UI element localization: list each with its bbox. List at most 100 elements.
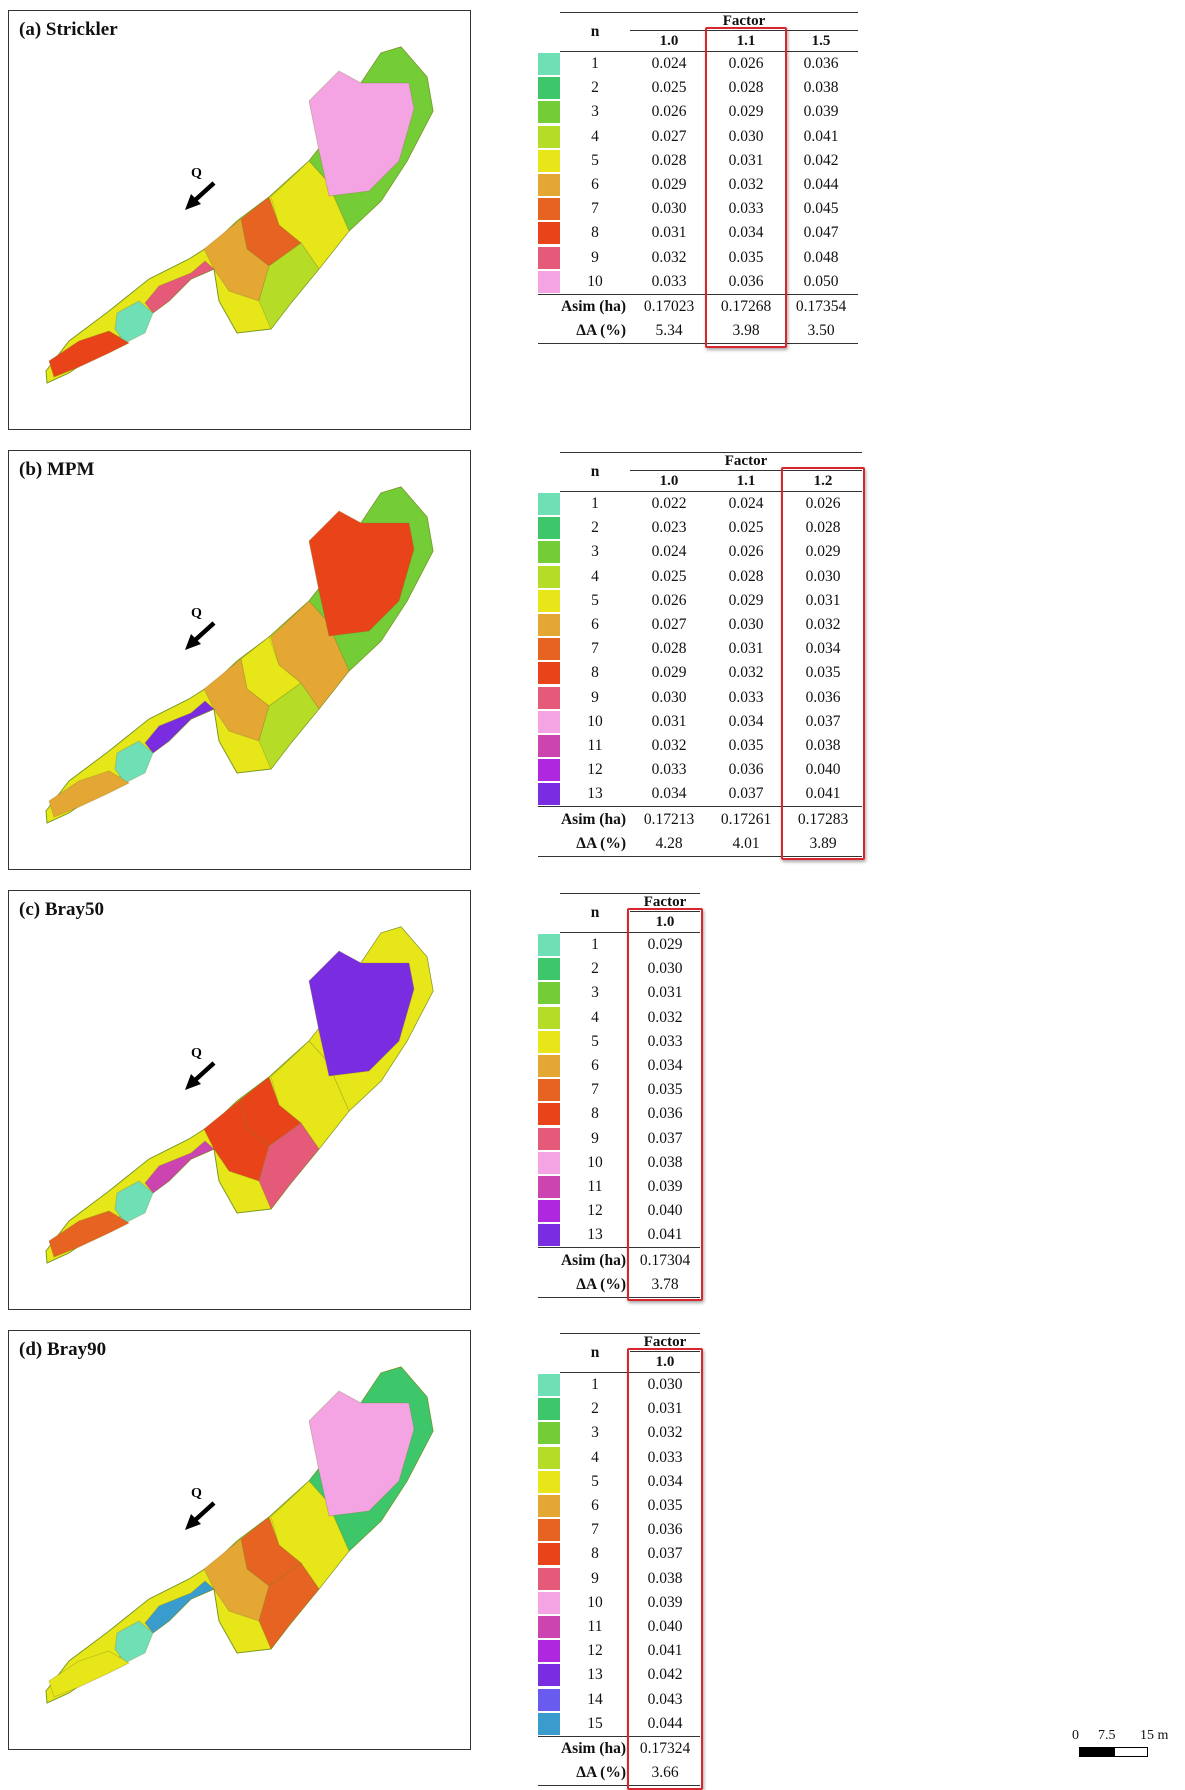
legend-swatch [538,933,560,956]
table-row: 13 0.042 [538,1663,700,1687]
legend-swatch [538,1567,560,1590]
legend-swatch [538,149,560,172]
manning-value: 0.035 [647,1497,683,1515]
manning-value: 0.029 [651,664,687,682]
table-row: 13 0.041 [538,1223,700,1248]
table-row: 3 0.024 0.026 0.029 [538,540,862,564]
map-zone [308,950,415,1077]
manning-value: 0.040 [805,761,841,779]
class-number: 6 [591,1497,599,1515]
factor-column-header: 1.1 [708,470,784,492]
map-panel-4: (d) Bray90 Q [8,1330,471,1750]
legend-swatch [538,77,560,100]
manning-value: 0.042 [803,151,839,169]
roughness-table-1: n Factor 1.0 1.1 1.5 1 0.024 0.026 0.036 2 0.025 0.… [538,12,858,345]
n-header: n [560,12,630,52]
manning-value: 0.033 [728,688,764,706]
map-zone [48,330,130,378]
map-zone [114,1180,154,1224]
legend-swatch [538,517,560,540]
legend-swatch [538,1398,560,1421]
legend-swatch [538,1055,560,1078]
manning-value: 0.034 [728,224,764,242]
manning-value: 0.048 [803,248,839,266]
flow-arrow-icon [185,181,216,210]
flow-arrow-icon [185,1061,216,1090]
legend-swatch [538,1446,560,1469]
manning-value: 0.036 [647,1105,683,1123]
asim-value: 0.17283 [784,806,862,832]
manning-value: 0.026 [651,103,687,121]
class-number: 1 [591,936,599,954]
table-row: 9 0.038 [538,1567,700,1591]
class-number: 9 [591,248,599,266]
class-number: 13 [587,1226,603,1244]
manning-value: 0.024 [651,55,687,73]
manning-value: 0.022 [651,495,687,513]
table-row: 6 0.029 0.032 0.044 [538,173,858,197]
class-number: 3 [591,984,599,1002]
class-number: 6 [591,1057,599,1075]
legend-swatch [538,1224,560,1247]
legend-swatch [538,1422,560,1445]
class-number: 9 [591,1129,599,1147]
manning-value: 0.044 [803,176,839,194]
class-number: 9 [591,688,599,706]
legend-swatch [538,270,560,293]
class-number: 10 [587,1153,603,1171]
manning-value: 0.028 [728,567,764,585]
table-row: 4 0.025 0.028 0.030 [538,565,862,589]
table-row: 10 0.038 [538,1151,700,1175]
table-row: 2 0.023 0.025 0.028 [538,516,862,540]
delta-area-value: 3.98 [708,319,784,345]
class-number: 3 [591,543,599,561]
class-number: 2 [591,960,599,978]
table-row: 9 0.030 0.033 0.036 [538,686,862,710]
delta-area-label: ΔA (%) [538,831,630,857]
selected-factor-highlight [781,466,865,861]
manning-value: 0.031 [728,640,764,658]
manning-value: 0.031 [651,224,687,242]
table-row: 11 0.039 [538,1175,700,1199]
manning-value: 0.044 [647,1714,683,1732]
manning-value: 0.025 [651,79,687,97]
legend-swatch [538,1543,560,1566]
legend-swatch [538,125,560,148]
river-map: Q [45,926,434,1264]
legend-swatch [538,1519,560,1542]
manning-value: 0.027 [651,616,687,634]
factor-column-header: 1.1 [708,30,784,52]
table-row: 8 0.031 0.034 0.047 [538,221,858,245]
manning-value: 0.026 [728,55,764,73]
class-number: 12 [587,1642,603,1660]
class-number: 2 [591,519,599,537]
table-row: 1 0.030 [538,1373,700,1398]
panel-title: (d) Bray90 [19,1339,107,1360]
legend-swatch [538,710,560,733]
class-number: 13 [587,1666,603,1684]
manning-value: 0.038 [647,1569,683,1587]
legend-swatch [538,246,560,269]
class-number: 12 [587,761,603,779]
manning-value: 0.037 [728,785,764,803]
flow-label: Q [191,166,202,181]
scale-bar-black [1079,1747,1114,1757]
delta-area-label: ΔA (%) [538,1272,630,1298]
manning-value: 0.050 [803,272,839,290]
map-panel-2: (b) MPM Q [8,450,471,870]
legend-swatch [538,492,560,515]
legend-swatch [538,1079,560,1102]
class-number: 4 [591,1008,599,1026]
manning-value: 0.041 [805,785,841,803]
manning-value: 0.035 [728,248,764,266]
flow-arrow-icon [185,621,216,650]
class-number: 15 [587,1714,603,1732]
manning-value: 0.033 [728,200,764,218]
table-row: 8 0.036 [538,1102,700,1126]
manning-value: 0.033 [647,1448,683,1466]
legend-swatch [538,1591,560,1614]
factor-column-header: 1.0 [630,30,708,52]
table-row: 9 0.032 0.035 0.048 [538,246,858,270]
manning-value: 0.031 [647,1400,683,1418]
asim-label: Asim (ha) [538,1247,630,1273]
